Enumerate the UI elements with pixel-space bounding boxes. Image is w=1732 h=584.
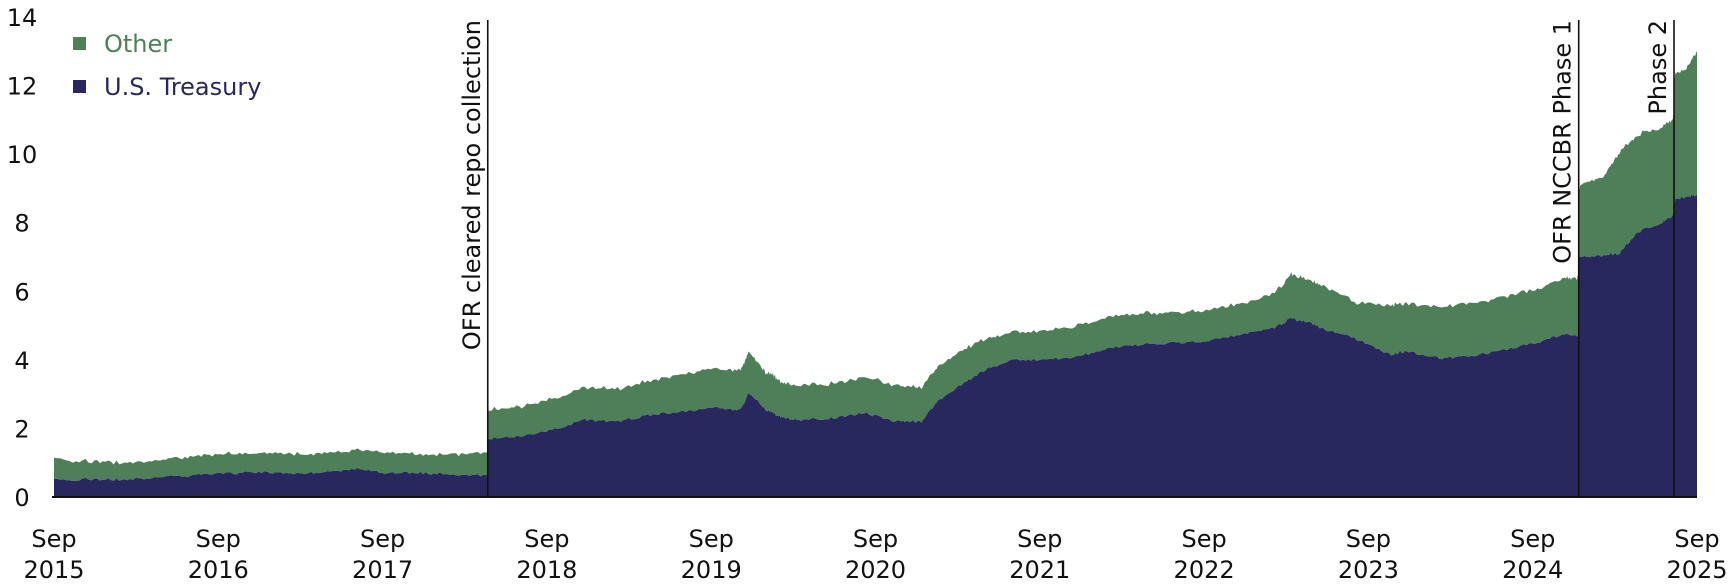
legend-label: Other [104,30,172,58]
x-tick-year: 2023 [1338,556,1399,584]
y-tick-label: 10 [7,141,38,169]
x-tick-year: 2019 [681,556,742,584]
annotation-label: Phase 2 [1644,20,1672,115]
plot-areas [54,51,1697,497]
legend-label: U.S. Treasury [104,73,261,101]
x-tick-month: Sep [360,525,405,553]
y-tick-label: 8 [14,210,29,238]
area-us-treasury [54,194,1697,497]
x-tick-month: Sep [1346,525,1391,553]
y-tick-label: 4 [14,347,29,375]
y-tick-label: 12 [7,73,38,101]
x-tick-month: Sep [196,525,241,553]
x-tick-month: Sep [524,525,569,553]
y-tick-label: 0 [14,484,29,512]
x-axis-ticks: Sep 2015 Sep 2016 Sep 2017 Sep 2018 Sep 2019 Sep 20… [23,525,1727,584]
legend-swatch [73,37,86,50]
x-tick-year: 2017 [352,556,413,584]
x-tick-year: 2022 [1174,556,1235,584]
y-tick-label: 2 [14,415,29,443]
legend: Other U.S. Treasury [73,30,261,101]
x-tick-month: Sep [1674,525,1719,553]
x-tick-year: 2025 [1666,556,1727,584]
y-axis-ticks: 0 2 4 6 8 10 12 14 [7,4,38,512]
x-tick-month: Sep [1017,525,1062,553]
area-other [54,51,1697,481]
x-tick-month: Sep [853,525,898,553]
x-tick-year: 2020 [845,556,906,584]
y-tick-label: 14 [7,4,38,32]
x-tick-year: 2016 [188,556,249,584]
annotation-label: OFR cleared repo collection [458,20,486,350]
x-tick-year: 2015 [23,556,84,584]
legend-swatch [73,80,86,93]
x-tick-year: 2018 [516,556,577,584]
x-tick-year: 2021 [1009,556,1070,584]
x-tick-month: Sep [31,525,76,553]
x-tick-month: Sep [1510,525,1555,553]
annotations: OFR cleared repo collection OFR NCCBR Pha… [458,20,1675,497]
x-tick-month: Sep [689,525,734,553]
annotation-label: OFR NCCBR Phase 1 [1549,20,1577,264]
x-tick-year: 2024 [1502,556,1563,584]
y-tick-label: 6 [14,278,29,306]
x-tick-month: Sep [1181,525,1226,553]
